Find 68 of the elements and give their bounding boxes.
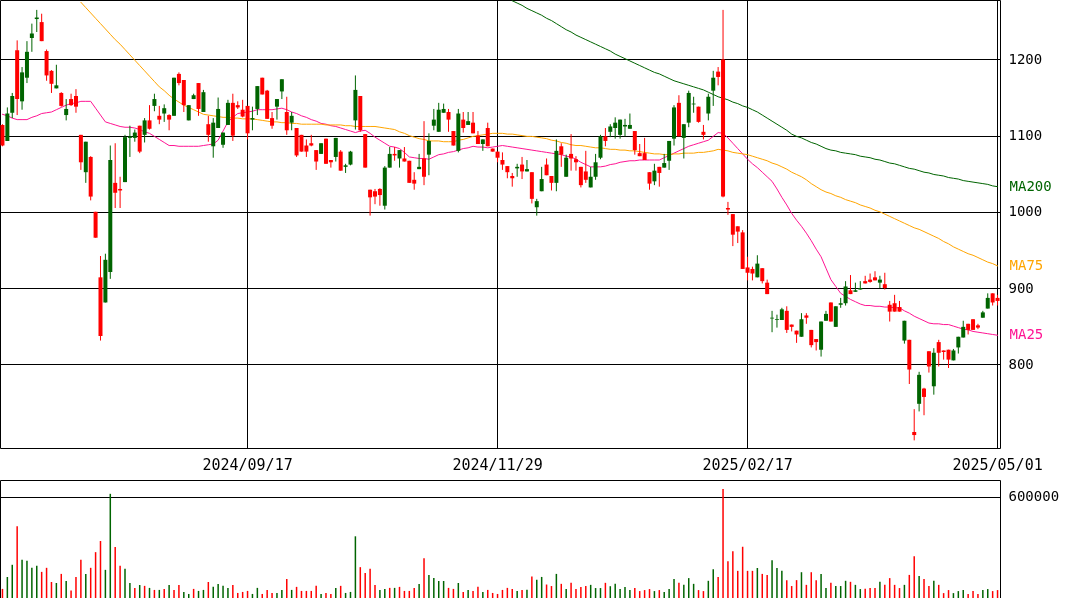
y-tick-label: 1000 xyxy=(1008,203,1043,220)
candlestick xyxy=(167,113,172,131)
y-tick-label: 1100 xyxy=(1008,127,1043,144)
series-label: MA25 xyxy=(1009,326,1044,343)
candlestick xyxy=(828,301,833,323)
x-tick-label: 2025/02/17 xyxy=(702,455,793,474)
candlestick xyxy=(250,106,255,131)
candlestick xyxy=(206,115,211,143)
candlestick xyxy=(255,85,260,116)
candlestick xyxy=(706,93,711,121)
candlestick xyxy=(157,105,162,125)
candlestick xyxy=(843,280,848,307)
candlestick xyxy=(338,149,343,172)
candlestick xyxy=(461,111,466,134)
candlestick xyxy=(147,104,152,131)
candlestick xyxy=(559,142,564,168)
candlestick xyxy=(279,78,284,100)
candlestick xyxy=(422,120,427,186)
candlestick xyxy=(368,189,373,217)
candlestick xyxy=(926,350,931,374)
candlestick xyxy=(598,134,603,160)
candlestick xyxy=(593,153,598,181)
candlestick xyxy=(289,111,294,131)
y-tick-label: 600000 xyxy=(1008,488,1060,505)
candlestick xyxy=(39,13,44,42)
candlestick xyxy=(573,155,578,172)
x-tick-label: 2024/09/17 xyxy=(202,455,293,474)
x-tick-label: 2024/11/29 xyxy=(452,455,543,474)
candlestick xyxy=(446,108,451,133)
candlestick xyxy=(284,96,289,136)
candlestick xyxy=(912,408,917,441)
candlestick xyxy=(73,88,78,114)
candlestick xyxy=(274,98,279,121)
candlestick xyxy=(711,70,716,107)
candlestick xyxy=(583,150,588,184)
candlestick xyxy=(64,98,69,121)
y-tick-label: 1200 xyxy=(1008,50,1043,67)
candlestick xyxy=(877,275,882,289)
line-series xyxy=(511,0,999,188)
candlestick xyxy=(799,312,804,338)
candlestick xyxy=(632,130,637,156)
candlestick xyxy=(10,92,15,119)
candlestick xyxy=(314,149,319,171)
line-series xyxy=(80,1,999,267)
candlestick xyxy=(466,111,471,126)
x-tick-label: 2025/05/01 xyxy=(952,455,1043,474)
candlestick xyxy=(564,154,569,178)
candlestick xyxy=(225,99,230,126)
candlestick xyxy=(873,270,877,281)
candlestick xyxy=(426,132,431,176)
series-label: MA75 xyxy=(1009,256,1044,273)
candlestick xyxy=(833,305,838,328)
candlestick xyxy=(681,123,686,159)
candlestick xyxy=(377,187,382,207)
y-tick-label: 900 xyxy=(1008,279,1034,296)
candlestick xyxy=(142,117,147,143)
candlestick xyxy=(627,113,632,130)
candlestick xyxy=(922,387,927,416)
candlestick xyxy=(667,140,672,171)
candlestick xyxy=(539,166,544,192)
candlestick xyxy=(387,146,392,169)
candlestick xyxy=(603,127,608,147)
candlestick xyxy=(652,163,657,186)
candlestick xyxy=(69,93,74,107)
candlestick xyxy=(113,142,118,209)
y-tick-label: 800 xyxy=(1008,355,1034,372)
series-label: MA200 xyxy=(1009,177,1052,194)
candlestick xyxy=(725,201,730,216)
